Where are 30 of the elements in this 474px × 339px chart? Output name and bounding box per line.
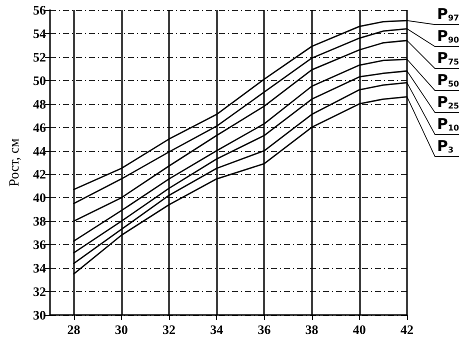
y-tick-label: 42 xyxy=(33,166,46,182)
text: P50 xyxy=(437,71,460,90)
x-tick-label: 28 xyxy=(67,322,81,337)
y-tick-label: 32 xyxy=(33,284,46,300)
y-tick-label: 46 xyxy=(33,120,46,135)
text: P10 xyxy=(437,115,460,134)
y-tick-label: 40 xyxy=(33,190,46,206)
text: P75 xyxy=(437,49,460,68)
text: P90 xyxy=(437,27,460,46)
y-tick-label: 52 xyxy=(33,49,46,64)
text: P97 xyxy=(437,5,460,24)
x-tick-label: 34 xyxy=(210,322,224,337)
y-tick-label: 56 xyxy=(33,2,46,18)
x-tick-label: 36 xyxy=(258,322,272,337)
y-tick-label: 48 xyxy=(33,96,46,112)
x-tick-label: 32 xyxy=(162,322,176,337)
x-tick-label: 42 xyxy=(400,322,414,337)
y-tick-label: 30 xyxy=(33,308,46,322)
x-tick-label: 30 xyxy=(114,322,128,337)
x-tick-label: 38 xyxy=(305,322,319,337)
y-tick-label: 34 xyxy=(33,260,46,276)
y-tick-label: 44 xyxy=(33,143,46,158)
y-tick-label: 50 xyxy=(33,72,46,88)
text: P25 xyxy=(437,93,460,112)
y-tick-label: 38 xyxy=(33,214,46,229)
y-tick-label: 36 xyxy=(33,237,46,252)
y-axis-title: Рост, см xyxy=(8,138,22,187)
y-tick-label: 54 xyxy=(33,26,46,41)
x-tick-label: 40 xyxy=(352,322,366,337)
text: P3 xyxy=(437,137,454,156)
